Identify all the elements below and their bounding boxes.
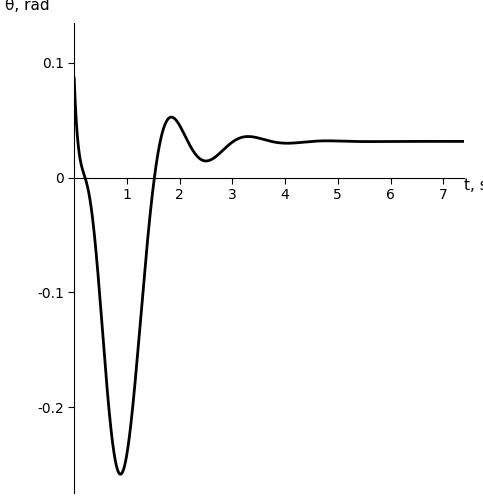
- X-axis label: t, s: t, s: [464, 178, 483, 192]
- Y-axis label: θ, rad: θ, rad: [5, 0, 50, 13]
